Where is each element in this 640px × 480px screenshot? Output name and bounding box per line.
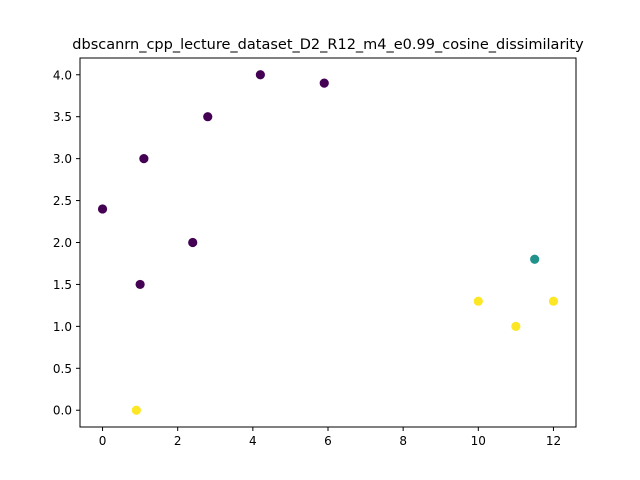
data-points [97,70,559,415]
x-tick-label: 12 [546,434,561,448]
scatter-point [319,78,329,88]
x-tick-label: 6 [324,434,332,448]
y-tick-label: 2.5 [53,194,72,208]
scatter-point [203,112,213,122]
y-tick-label: 2.0 [53,236,72,250]
x-tick-label: 0 [99,434,107,448]
x-tick-label: 10 [471,434,486,448]
y-tick-label: 3.5 [53,110,72,124]
scatter-point [548,296,559,306]
y-tick-label: 0.0 [53,404,72,418]
scatter-point [135,279,145,290]
y-tick-label: 0.5 [53,362,72,376]
y-tick-label: 1.0 [53,320,72,334]
x-tick-label: 8 [399,434,407,448]
scatter-point [530,254,540,264]
scatter-point [139,154,149,164]
x-axis: 0 2 4 6 8 10 12 [99,427,561,448]
y-tick-label: 3.0 [53,152,72,166]
scatter-point [511,321,521,331]
y-tick-label: 4.0 [53,68,72,82]
scatter-point [255,70,265,80]
scatter-point [97,204,108,214]
y-axis: 0.0 0.5 1.0 1.5 2.0 2.5 3.0 3.5 4.0 [53,68,80,418]
scatter-point [131,405,141,415]
x-tick-label: 4 [249,434,257,448]
scatter-point [473,296,483,306]
x-tick-label: 2 [174,434,182,448]
y-tick-label: 1.5 [53,278,72,292]
chart-title: dbscanrn_cpp_lecture_dataset_D2_R12_m4_e… [72,37,584,53]
scatter-point [188,237,198,248]
axes-frame [79,57,577,428]
